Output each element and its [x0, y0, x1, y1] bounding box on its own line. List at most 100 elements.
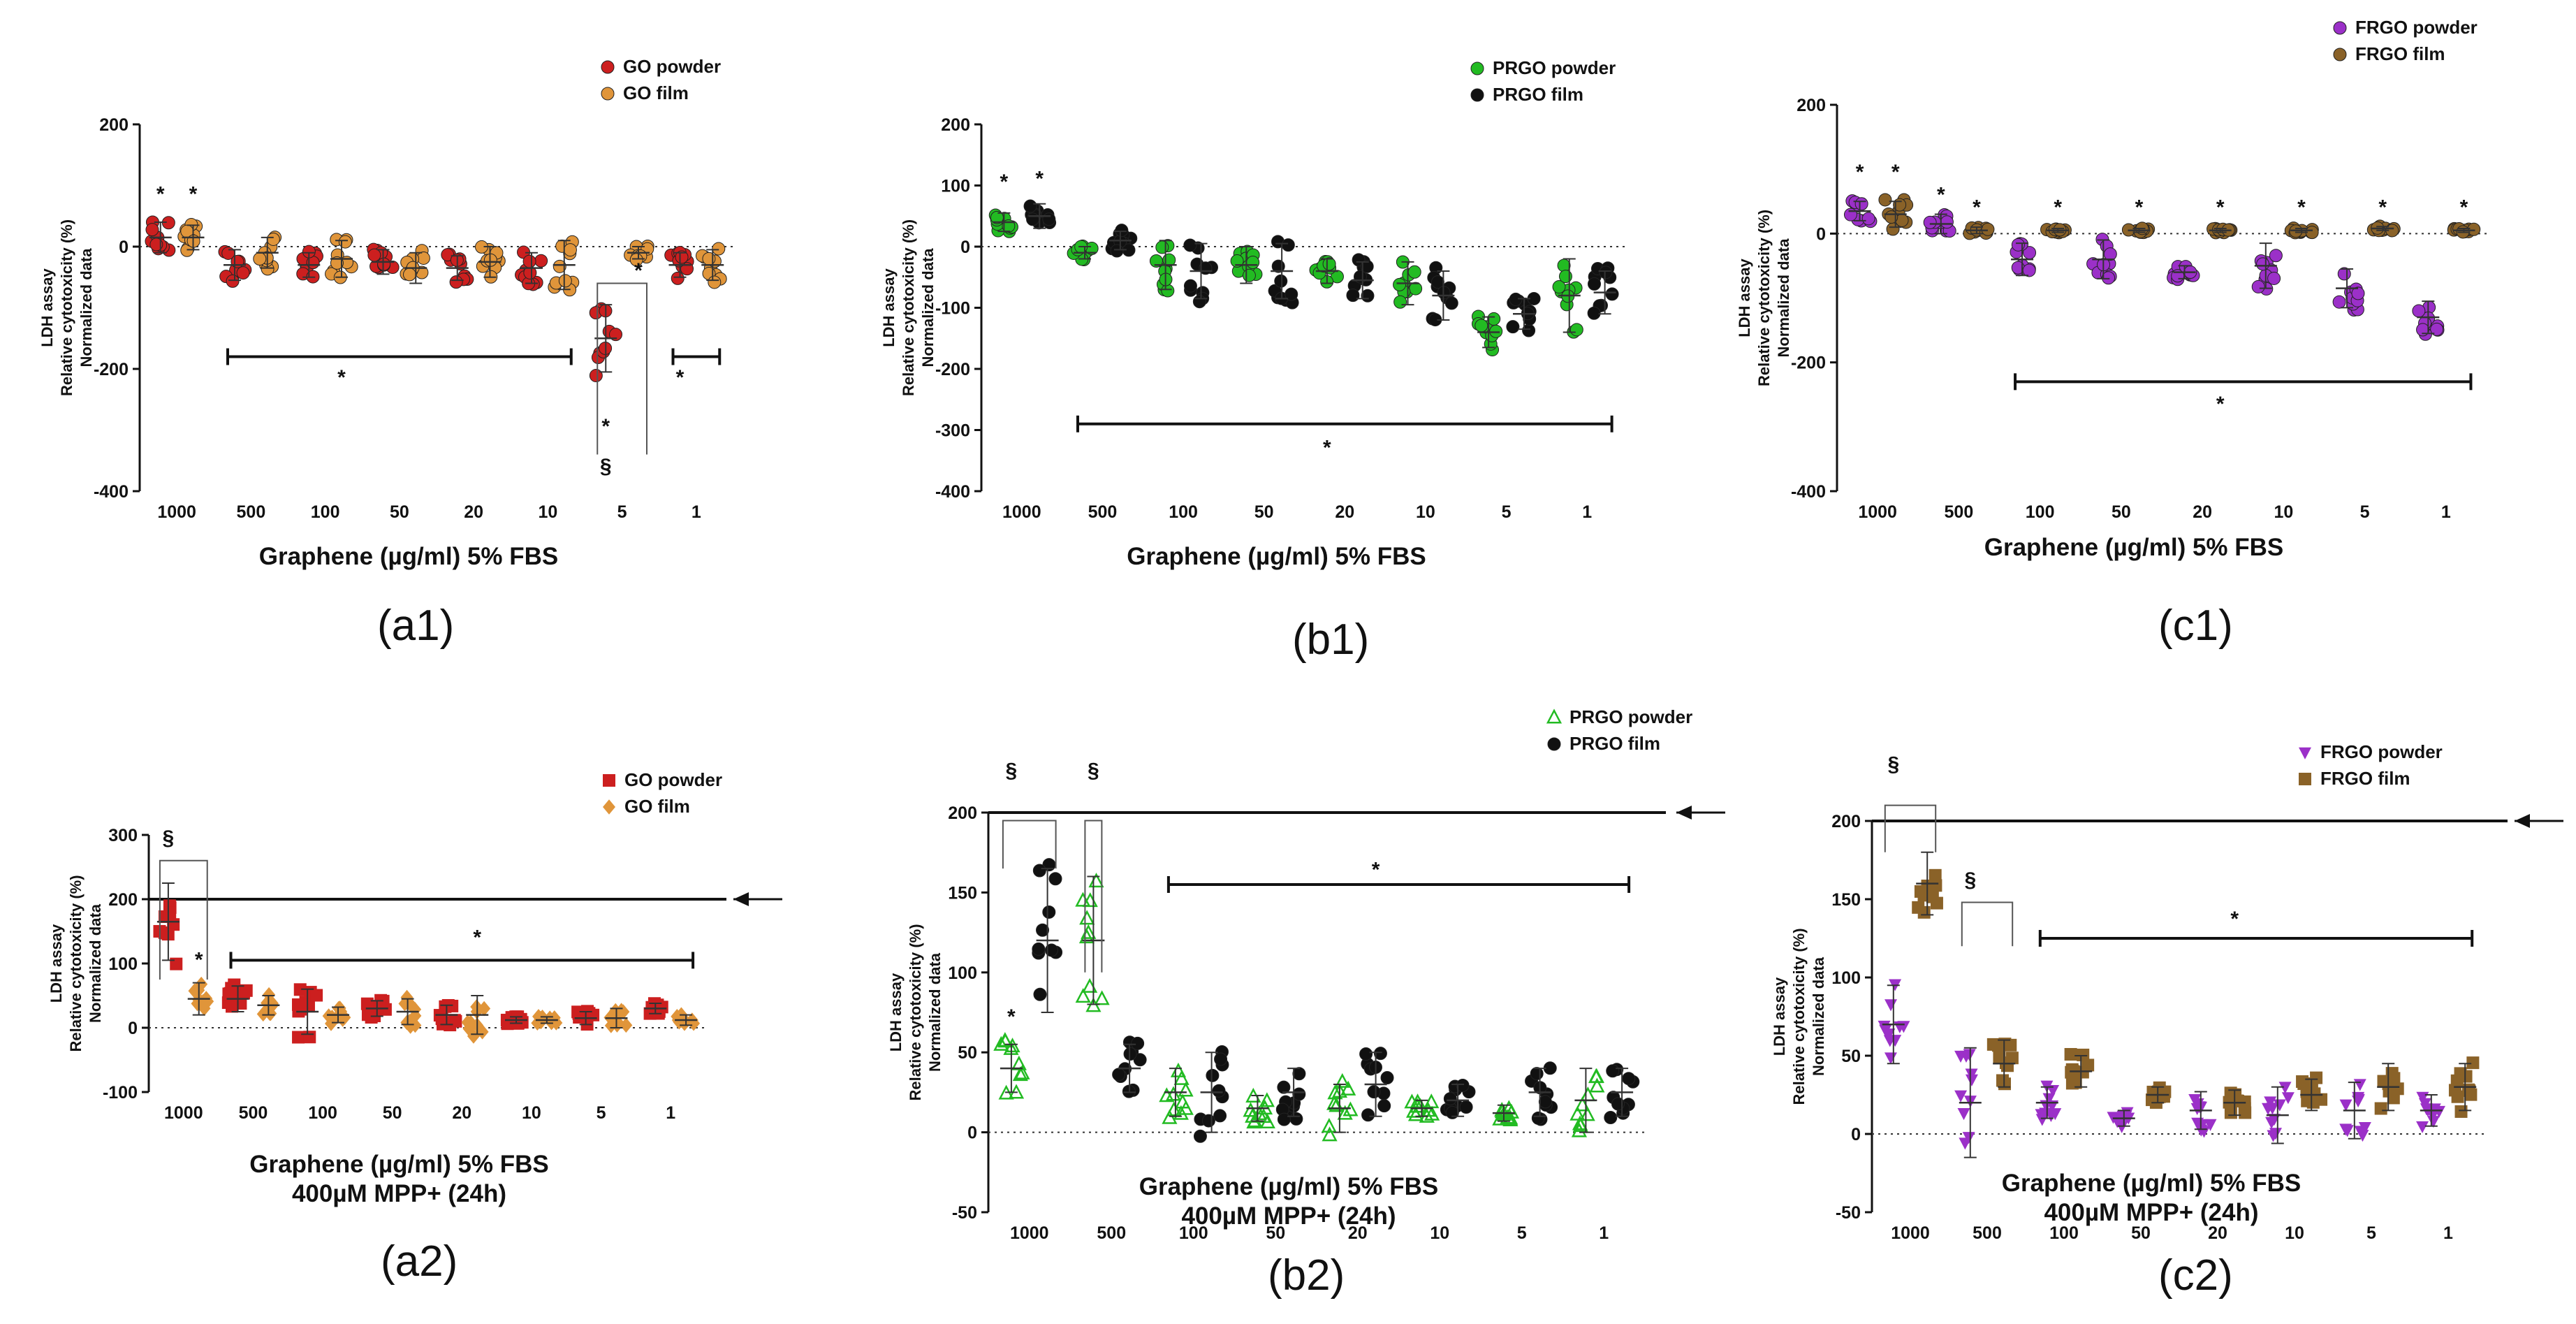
- data-point: [2467, 222, 2481, 236]
- data-point: [1322, 1126, 1338, 1142]
- data-point: [310, 989, 323, 1002]
- x-tick-label: 20: [464, 502, 483, 522]
- data-point: [1032, 864, 1046, 878]
- data-point: [1075, 988, 1091, 1003]
- data-point: [1424, 1093, 1440, 1109]
- x-tick-label: 10: [538, 502, 557, 522]
- y-tick-label: 0: [967, 1123, 977, 1143]
- data-point: [2195, 1124, 2208, 1137]
- data-point: [2448, 1084, 2461, 1097]
- significance-mark: §: [1088, 759, 1099, 783]
- y-tick-label: 50: [1841, 1047, 1861, 1066]
- y-tick-label: 150: [948, 883, 977, 903]
- data-point: [1334, 1072, 1350, 1088]
- data-point: [448, 1014, 461, 1027]
- data-point: [1407, 1106, 1424, 1121]
- data-point: [1110, 244, 1124, 258]
- data-point: [993, 1035, 1009, 1051]
- data-point: [552, 259, 566, 273]
- data-point: [1572, 1117, 1588, 1133]
- x-tick-label: 5: [1502, 502, 1512, 522]
- data-point: [1588, 1068, 1604, 1083]
- significance-mark: *: [1372, 859, 1380, 882]
- y-tick-label: -300: [935, 421, 970, 441]
- data-point: [236, 266, 250, 280]
- x-tick-label: 500: [1973, 1223, 2002, 1243]
- legend-marker: [601, 87, 615, 101]
- y-axis-label: Normalized data: [87, 903, 104, 1023]
- data-point: [2269, 249, 2283, 263]
- data-point: [1321, 1118, 1337, 1133]
- x-tick-label: 100: [308, 1103, 337, 1123]
- data-point: [1094, 990, 1110, 1005]
- data-point: [1133, 1053, 1147, 1067]
- data-point: [360, 997, 374, 1010]
- data-point: [2416, 1121, 2429, 1133]
- data-point: [708, 275, 722, 289]
- legend-label: FRGO powder: [2320, 741, 2443, 762]
- data-point: [1367, 1085, 1381, 1099]
- significance-mark: *: [189, 182, 198, 205]
- data-point: [2256, 257, 2270, 271]
- data-point: [1243, 1102, 1259, 1117]
- data-point: [2466, 1056, 2480, 1070]
- data-point: [1173, 1105, 1189, 1120]
- data-point: [228, 978, 241, 991]
- data-point: [1183, 238, 1197, 252]
- data-point: [1033, 987, 1047, 1001]
- data-point: [1962, 1132, 1975, 1144]
- x-axis-label-secondary: 400µM MPP+ (24h): [292, 1180, 506, 1207]
- data-point: [1957, 1108, 1970, 1121]
- x-tick-label: 5: [2366, 1223, 2376, 1243]
- data-point: [2115, 1121, 2128, 1133]
- y-tick-label: -200: [94, 360, 129, 379]
- data-point: [534, 254, 548, 268]
- data-point: [1588, 277, 1602, 291]
- data-point: [1277, 1080, 1291, 1094]
- data-point: [367, 248, 381, 262]
- data-point: [2374, 1102, 2387, 1115]
- x-tick-label: 50: [2131, 1223, 2151, 1243]
- legend-label: GO powder: [623, 56, 721, 77]
- data-point: [1604, 1111, 1618, 1125]
- data-point: [1193, 1129, 1207, 1143]
- x-tick-label: 50: [383, 1103, 402, 1123]
- significance-mark: *: [634, 259, 643, 282]
- data-point: [1213, 1109, 1227, 1123]
- x-tick-label: 1: [2443, 1223, 2453, 1243]
- data-point: [1605, 287, 1619, 301]
- x-axis-label: Graphene (µg/ml) 5% FBS: [2002, 1170, 2301, 1197]
- significance-mark: *: [156, 182, 165, 205]
- y-tick-label: 200: [948, 803, 977, 823]
- data-point: [1923, 215, 1937, 229]
- data-point: [2102, 271, 2116, 285]
- data-point: [1360, 259, 1374, 273]
- data-point: [1042, 212, 1056, 226]
- significance-mark: *: [1035, 168, 1044, 191]
- x-tick-label: 20: [2208, 1223, 2227, 1243]
- data-point: [1459, 1100, 1473, 1114]
- data-point: [2426, 1110, 2439, 1122]
- data-point: [439, 1000, 452, 1013]
- data-point: [1048, 872, 1062, 886]
- y-axis-label: LDH assay: [1736, 258, 1753, 337]
- data-point: [325, 1010, 339, 1025]
- data-point: [226, 1000, 239, 1013]
- data-point: [1885, 999, 1898, 1012]
- y-axis-label: Normalized data: [78, 248, 95, 368]
- data-point: [1289, 1112, 1303, 1126]
- y-tick-label: -400: [935, 482, 970, 502]
- data-point: [377, 257, 391, 271]
- data-point: [240, 984, 253, 997]
- data-point: [1112, 1068, 1126, 1082]
- x-tick-label: 1000: [1891, 1223, 1930, 1243]
- data-point: [1246, 255, 1260, 269]
- data-point: [1042, 905, 1056, 919]
- data-point: [1569, 1105, 1586, 1121]
- data-point: [1622, 1072, 1636, 1086]
- y-tick-label: -400: [94, 482, 129, 502]
- data-point: [2077, 1048, 2090, 1061]
- legend-marker: [2333, 21, 2347, 35]
- legend-label: PRGO film: [1493, 84, 1583, 105]
- y-axis-label: Relative cytotoxicity (%): [58, 219, 75, 396]
